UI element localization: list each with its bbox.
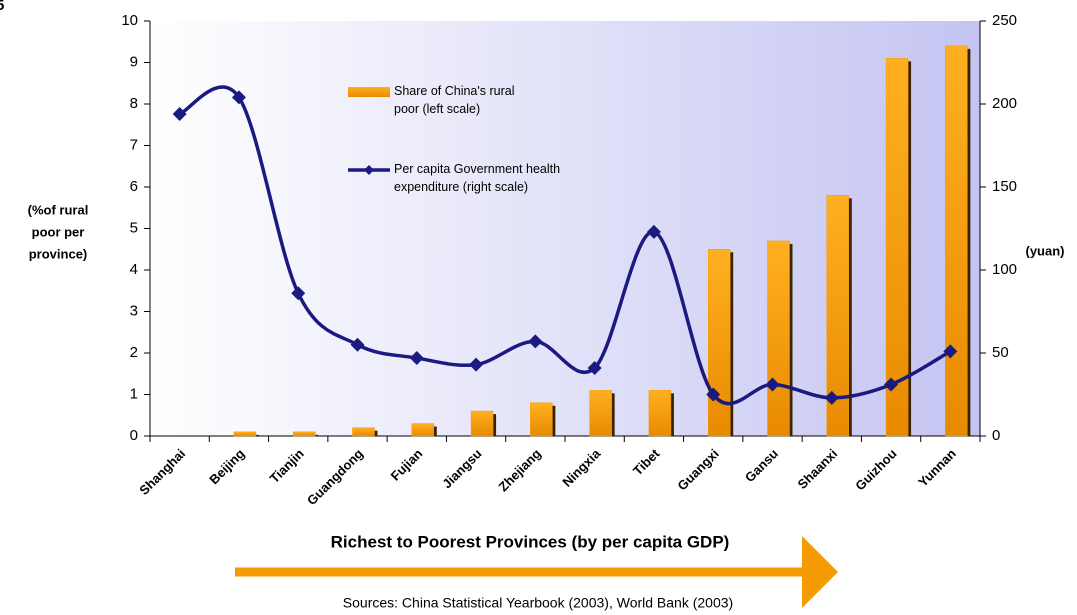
y-tick-label: 9 xyxy=(130,53,138,70)
x-tick-label: Beijing xyxy=(206,446,247,487)
bar xyxy=(707,249,731,437)
y-tick-label: 7 xyxy=(130,136,138,153)
bar xyxy=(589,390,612,437)
x-tick-label: Gansu xyxy=(742,446,781,485)
y2-axis-label: (yuan) xyxy=(1026,243,1065,258)
x-tick-label: Jiangsu xyxy=(439,446,484,491)
line-marker xyxy=(824,390,839,405)
y2-tick-label: 50 xyxy=(992,344,1009,361)
y-axis-label: province) xyxy=(29,246,88,261)
y-tick-label: 2 xyxy=(130,344,138,361)
y2-tick-label: 100 xyxy=(992,261,1017,278)
line-marker xyxy=(587,360,602,375)
legend-swatch xyxy=(348,87,390,97)
line-marker xyxy=(291,286,306,301)
y2-tick-label: 150 xyxy=(992,178,1017,195)
y2-tick-label: 200 xyxy=(992,95,1017,112)
line-marker xyxy=(943,344,958,359)
legend-label: Share of China's rural poor (left scale) xyxy=(394,84,515,116)
x-tick-label: Tibet xyxy=(630,445,663,478)
y-axis-label: poor per xyxy=(32,224,85,239)
y2-tick-label: 250 xyxy=(992,12,1017,29)
bar xyxy=(292,431,316,437)
y-tick-label: 10 xyxy=(121,12,138,29)
y-tick-label: 4 xyxy=(130,261,138,278)
x-tick-label: Tianjin xyxy=(267,446,307,486)
y-tick-label: 5 xyxy=(130,219,138,236)
source: Sources: China Statistical Yearbook (200… xyxy=(343,595,733,611)
line-marker xyxy=(884,377,899,392)
x-tick-label: Zhejiang xyxy=(496,446,544,494)
x-axis-title: Richest to Poorest Provinces (by per cap… xyxy=(331,532,730,551)
bar xyxy=(945,45,968,437)
x-tick-label: Guangxi xyxy=(674,446,721,493)
line-marker xyxy=(528,334,543,349)
line-marker xyxy=(409,350,424,365)
bar xyxy=(530,402,553,437)
line-marker xyxy=(646,224,661,239)
x-tick-label: Shaanxi xyxy=(794,446,840,492)
y-axis-label: (%of rural xyxy=(28,202,89,217)
legend-label: Per capita Government health expenditure… xyxy=(394,162,561,194)
legend-swatch-marker xyxy=(364,165,374,175)
bar xyxy=(826,195,850,437)
bar xyxy=(411,423,435,437)
line-marker xyxy=(231,90,246,105)
line xyxy=(178,85,952,406)
y-tick-label: 0 xyxy=(130,427,138,444)
x-tick-label: Guizhou xyxy=(852,446,899,493)
x-tick-label: Guangdong xyxy=(304,446,366,508)
y-tick-label: 1 xyxy=(130,385,138,402)
y-tick-label: 6 xyxy=(130,178,138,195)
bar xyxy=(648,390,672,437)
bar xyxy=(233,431,257,437)
bar xyxy=(352,427,375,437)
y2-tick-label: 0 xyxy=(992,427,1000,444)
x-tick-label: Fujian xyxy=(388,446,426,484)
x-tick-label: Shanghai xyxy=(136,446,188,498)
bar xyxy=(767,240,790,437)
corner-text: 5 xyxy=(0,0,4,14)
bar xyxy=(470,410,494,437)
bar xyxy=(885,58,909,437)
plot-background xyxy=(150,21,980,436)
x-tick-label: Ningxia xyxy=(559,445,603,489)
line-marker xyxy=(469,357,484,372)
line-marker xyxy=(765,377,780,392)
line-marker xyxy=(172,106,187,121)
y-tick-label: 3 xyxy=(130,302,138,319)
x-tick-label: Yunnan xyxy=(915,446,959,490)
y-tick-label: 8 xyxy=(130,95,138,112)
line-marker xyxy=(706,387,721,402)
line-marker xyxy=(350,337,365,352)
